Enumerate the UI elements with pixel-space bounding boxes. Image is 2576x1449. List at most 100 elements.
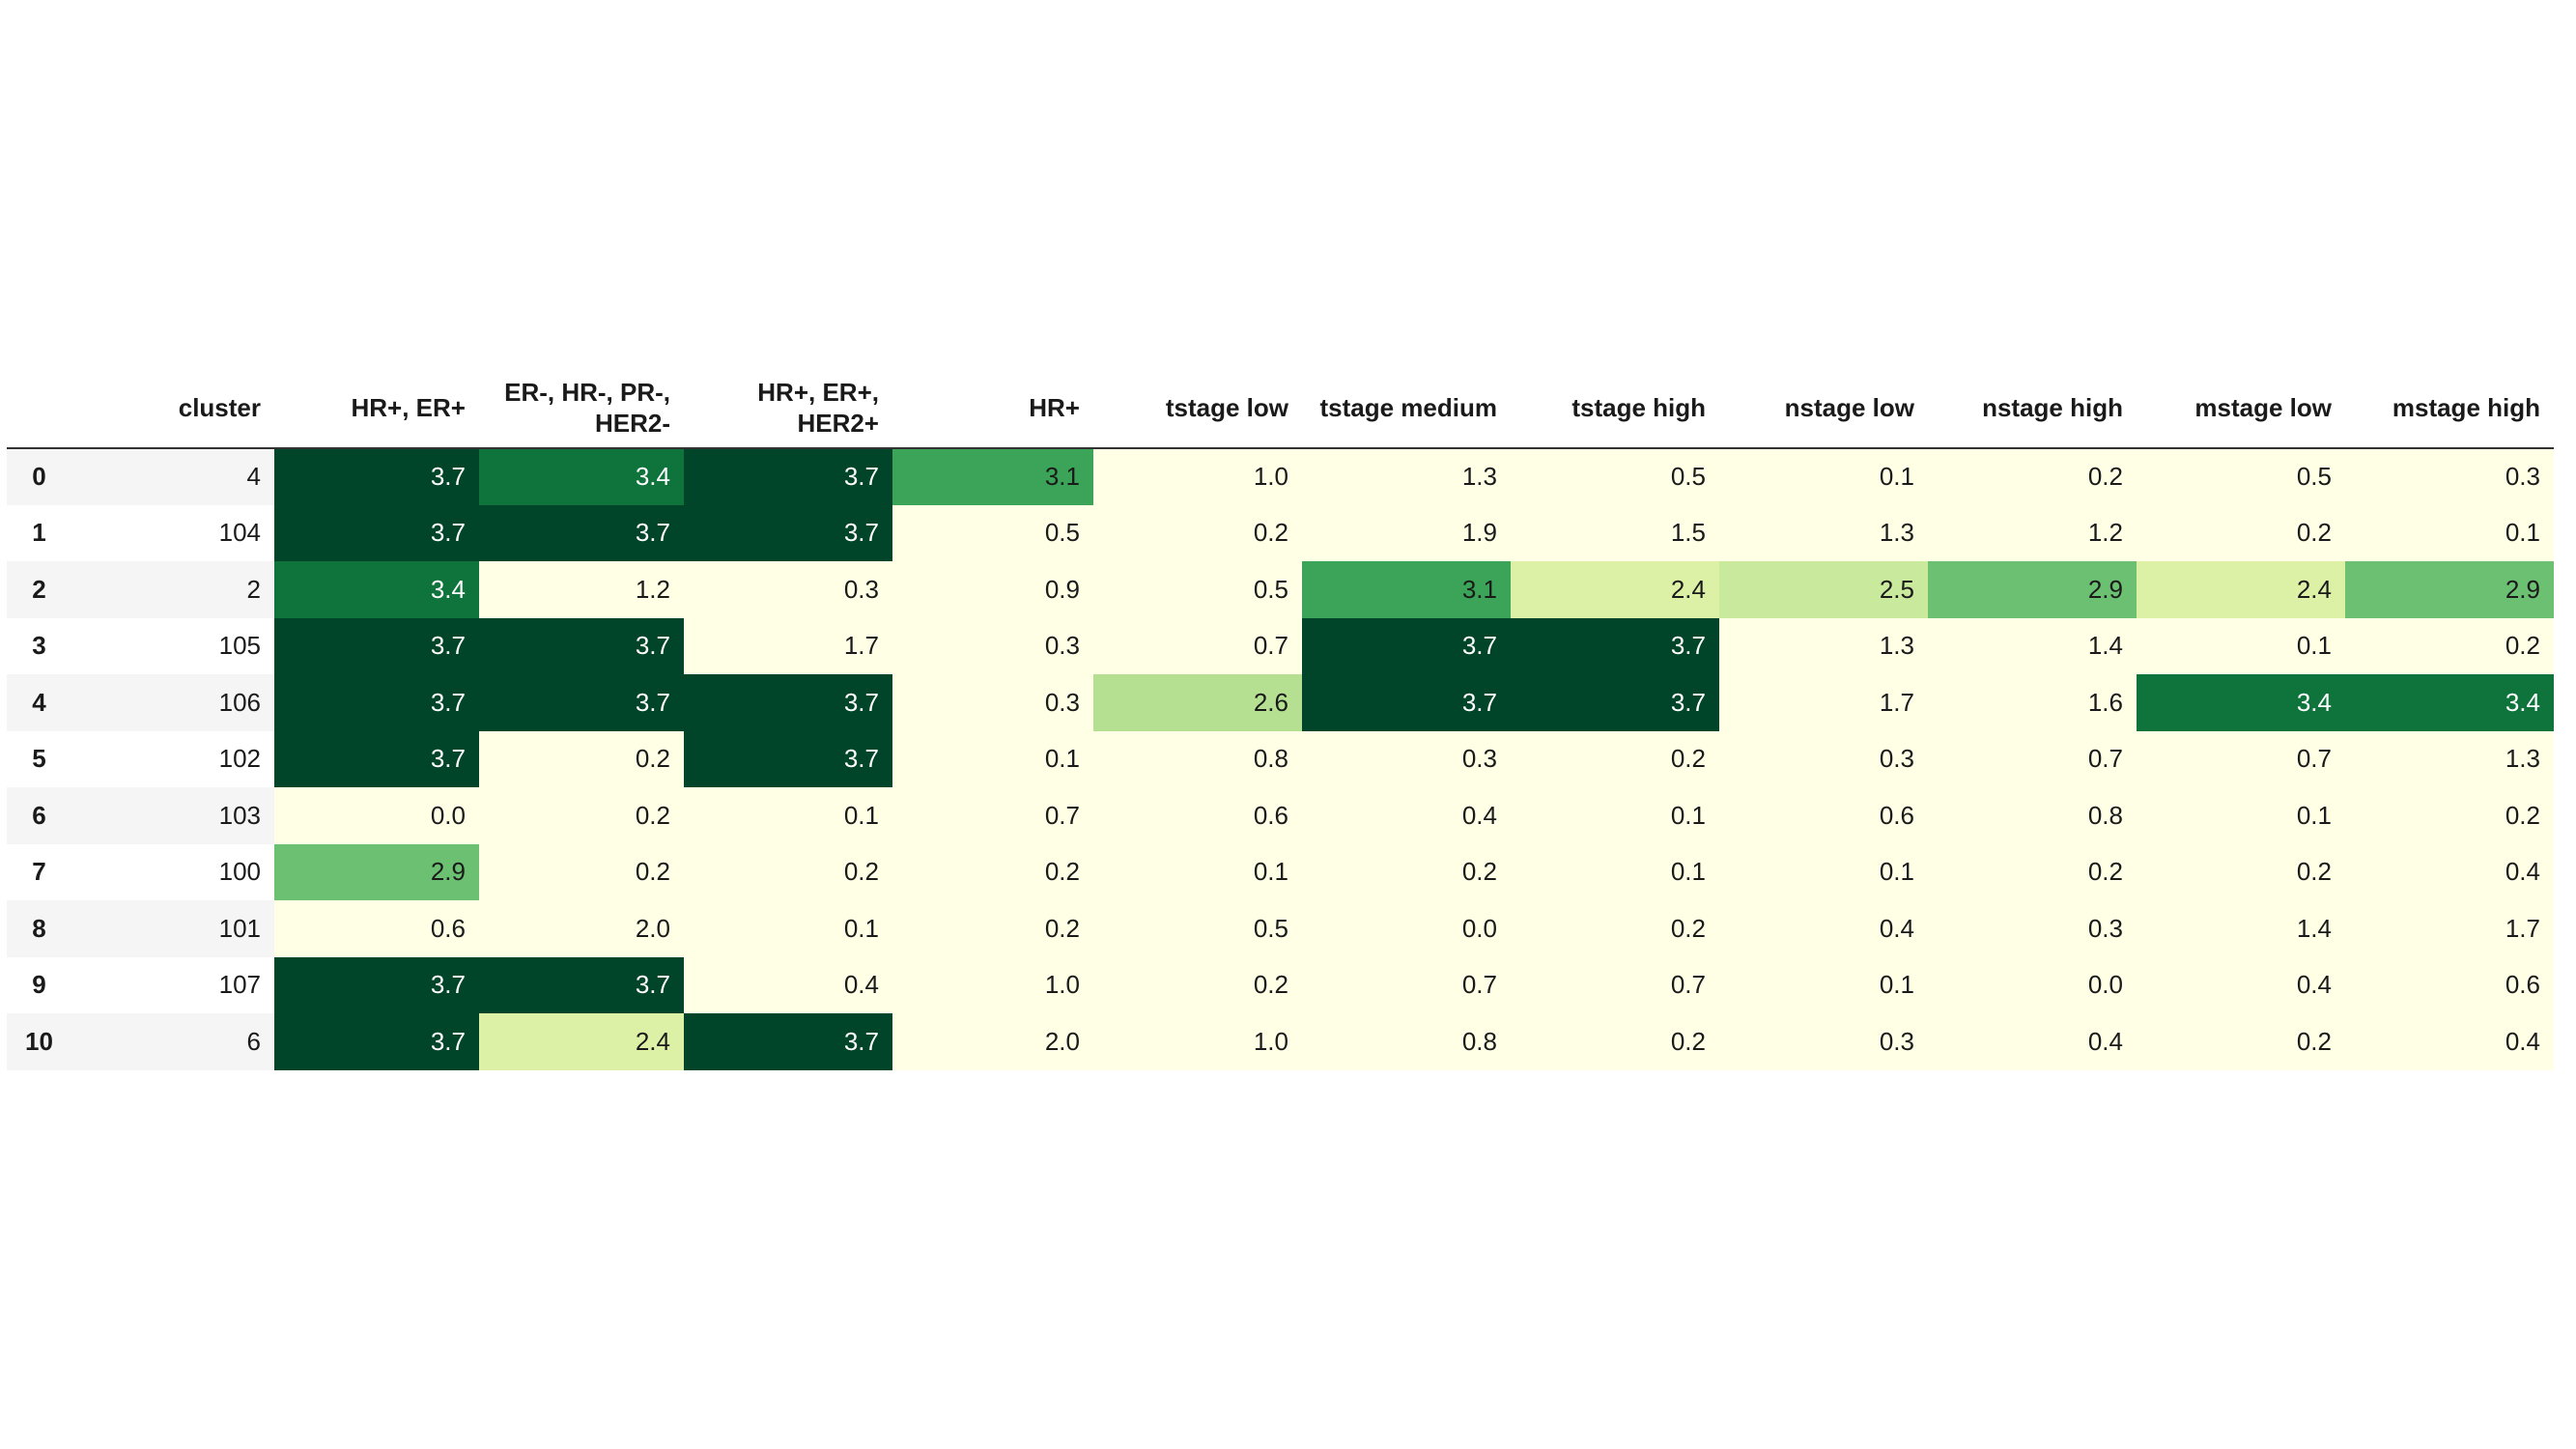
heatmap-cell: 3.7 xyxy=(274,617,479,674)
heatmap-cell: 0.5 xyxy=(1511,448,1719,505)
table-body: 0 4 3.7 3.4 3.7 3.1 1.0 1.3 0.5 0.1 0.2 0.5 0.3 1 104 3… xyxy=(7,448,2554,1070)
heatmap-cell: 0.7 xyxy=(1511,956,1719,1013)
heatmap-cell: 1.2 xyxy=(1928,504,2137,561)
heatmap-cell: 1.6 xyxy=(1928,674,2137,731)
heatmap-cell: 3.7 xyxy=(684,504,892,561)
heatmap-cell: 0.2 xyxy=(1928,843,2137,900)
heatmap-cell: 0.8 xyxy=(1928,787,2137,844)
heatmap-cell: 0.2 xyxy=(1093,504,1302,561)
heatmap-cell: 0.2 xyxy=(2345,617,2554,674)
heatmap-cell: 2.4 xyxy=(1511,561,1719,618)
heatmap-cell: 0.2 xyxy=(1511,900,1719,957)
cluster-cell: 103 xyxy=(71,787,274,844)
heatmap-cell: 0.5 xyxy=(1093,900,1302,957)
heatmap-cell: 1.2 xyxy=(479,561,684,618)
row-index: 9 xyxy=(7,956,71,1013)
heatmap-cell: 0.4 xyxy=(684,956,892,1013)
column-header: tstage medium xyxy=(1302,367,1511,449)
heatmap-cell: 0.2 xyxy=(1928,448,2137,505)
heatmap-cell: 0.3 xyxy=(1719,1013,1928,1070)
heatmap-cell: 0.1 xyxy=(1093,843,1302,900)
table-row: 0 4 3.7 3.4 3.7 3.1 1.0 1.3 0.5 0.1 0.2 0.5 0.3 xyxy=(7,448,2554,505)
table-row: 2 2 3.4 1.2 0.3 0.9 0.5 3.1 2.4 2.5 2.9 2.4 2.9 xyxy=(7,561,2554,618)
heatmap-cell: 0.4 xyxy=(2345,1013,2554,1070)
heatmap-cell: 0.4 xyxy=(2345,843,2554,900)
heatmap-cell: 1.0 xyxy=(892,956,1093,1013)
row-index: 7 xyxy=(7,843,71,900)
heatmap-cell: 1.3 xyxy=(1302,448,1511,505)
table-row: 5 102 3.7 0.2 3.7 0.1 0.8 0.3 0.2 0.3 0.7 0.7 1.3 xyxy=(7,730,2554,787)
heatmap-cell: 3.7 xyxy=(274,730,479,787)
heatmap-cell: 0.6 xyxy=(2345,956,2554,1013)
heatmap-cell: 0.5 xyxy=(892,504,1093,561)
heatmap-cell: 0.3 xyxy=(1719,730,1928,787)
header-row: cluster HR+, ER+ ER-, HR-, PR-, HER2- HR… xyxy=(7,367,2554,449)
heatmap-cell: 0.4 xyxy=(1302,787,1511,844)
heatmap-cell: 0.1 xyxy=(2345,504,2554,561)
heatmap-cell: 0.3 xyxy=(684,561,892,618)
cluster-cell: 106 xyxy=(71,674,274,731)
heatmap-cell: 0.0 xyxy=(1928,956,2137,1013)
heatmap-cell: 0.0 xyxy=(1302,900,1511,957)
heatmap-cell: 0.4 xyxy=(2137,956,2345,1013)
table-row: 6 103 0.0 0.2 0.1 0.7 0.6 0.4 0.1 0.6 0.8 0.1 0.2 xyxy=(7,787,2554,844)
heatmap-cell: 3.7 xyxy=(684,674,892,731)
heatmap-cell: 0.5 xyxy=(1093,561,1302,618)
heatmap-cell: 3.7 xyxy=(684,730,892,787)
heatmap-cell: 1.9 xyxy=(1302,504,1511,561)
row-index: 3 xyxy=(7,617,71,674)
heatmap-cell: 2.0 xyxy=(479,900,684,957)
table-row: 8 101 0.6 2.0 0.1 0.2 0.5 0.0 0.2 0.4 0.3 1.4 1.7 xyxy=(7,900,2554,957)
heatmap-cell: 2.4 xyxy=(479,1013,684,1070)
heatmap-cell: 3.7 xyxy=(274,504,479,561)
heatmap-cell: 0.4 xyxy=(1928,1013,2137,1070)
table-row: 10 6 3.7 2.4 3.7 2.0 1.0 0.8 0.2 0.3 0.4 0.2 0.4 xyxy=(7,1013,2554,1070)
heatmap-cell: 3.7 xyxy=(479,504,684,561)
heatmap-cell: 0.3 xyxy=(1928,900,2137,957)
table-row: 3 105 3.7 3.7 1.7 0.3 0.7 3.7 3.7 1.3 1.4 0.1 0.2 xyxy=(7,617,2554,674)
heatmap-cell: 3.4 xyxy=(479,448,684,505)
heatmap-cell: 3.7 xyxy=(1511,617,1719,674)
heatmap-cell: 0.1 xyxy=(1719,448,1928,505)
index-header xyxy=(7,367,71,449)
heatmap-cell: 0.1 xyxy=(1511,843,1719,900)
heatmap-cell: 0.1 xyxy=(684,787,892,844)
heatmap-cell: 0.1 xyxy=(2137,787,2345,844)
table-row: 1 104 3.7 3.7 3.7 0.5 0.2 1.9 1.5 1.3 1.2 0.2 0.1 xyxy=(7,504,2554,561)
heatmap-cell: 1.7 xyxy=(684,617,892,674)
column-header: mstage high xyxy=(2345,367,2554,449)
heatmap-cell: 3.7 xyxy=(1302,674,1511,731)
heatmap-cell: 0.6 xyxy=(1093,787,1302,844)
heatmap-cell: 0.3 xyxy=(1302,730,1511,787)
heatmap-cell: 0.7 xyxy=(892,787,1093,844)
heatmap-cell: 1.3 xyxy=(1719,504,1928,561)
column-header: nstage high xyxy=(1928,367,2137,449)
heatmap-cell: 0.2 xyxy=(2137,504,2345,561)
heatmap-cell: 0.6 xyxy=(1719,787,1928,844)
row-index: 5 xyxy=(7,730,71,787)
heatmap-cell: 3.7 xyxy=(1302,617,1511,674)
column-header: nstage low xyxy=(1719,367,1928,449)
heatmap-cell: 3.7 xyxy=(479,674,684,731)
heatmap-cell: 0.3 xyxy=(892,674,1093,731)
heatmap-cell: 0.2 xyxy=(479,730,684,787)
table-row: 9 107 3.7 3.7 0.4 1.0 0.2 0.7 0.7 0.1 0.0 0.4 0.6 xyxy=(7,956,2554,1013)
heatmap-cell: 0.2 xyxy=(2345,787,2554,844)
heatmap-cell: 0.2 xyxy=(479,843,684,900)
column-header: HR+, ER+ xyxy=(274,367,479,449)
heatmap-cell: 0.2 xyxy=(479,787,684,844)
heatmap-cell: 3.4 xyxy=(2345,674,2554,731)
heatmap-cell: 0.2 xyxy=(892,843,1093,900)
heatmap-cell: 3.7 xyxy=(1511,674,1719,731)
heatmap-cell: 2.5 xyxy=(1719,561,1928,618)
heatmap-cell: 0.9 xyxy=(892,561,1093,618)
heatmap-cell: 1.5 xyxy=(1511,504,1719,561)
cluster-cell: 107 xyxy=(71,956,274,1013)
heatmap-cell: 1.0 xyxy=(1093,1013,1302,1070)
heatmap-cell: 2.4 xyxy=(2137,561,2345,618)
heatmap-cell: 1.3 xyxy=(1719,617,1928,674)
heatmap-cell: 3.7 xyxy=(684,448,892,505)
row-index: 6 xyxy=(7,787,71,844)
column-header: tstage low xyxy=(1093,367,1302,449)
heatmap-cell: 0.8 xyxy=(1093,730,1302,787)
